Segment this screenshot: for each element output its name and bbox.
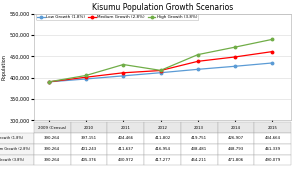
Low Growth (1.8%) [84,78,88,80]
Low Growth (1.8%) [159,72,162,74]
Line: High Growth (3.8%): High Growth (3.8%) [47,38,274,83]
Low Growth (1.8%) [47,81,51,83]
Medium Growth (2.8%) [121,72,125,74]
Medium Growth (2.8%) [271,51,274,53]
Line: Low Growth (1.8%): Low Growth (1.8%) [47,62,274,83]
High Growth (3.8%) [196,54,200,56]
High Growth (3.8%) [233,46,237,48]
High Growth (3.8%) [121,63,125,66]
Legend: Low Growth (1.8%), Medium Growth (2.8%), High Growth (3.8%): Low Growth (1.8%), Medium Growth (2.8%),… [36,14,198,20]
High Growth (3.8%) [47,81,51,83]
High Growth (3.8%) [271,38,274,40]
Line: Medium Growth (2.8%): Medium Growth (2.8%) [47,50,274,83]
High Growth (3.8%) [84,74,88,77]
Medium Growth (2.8%) [196,60,200,62]
Medium Growth (2.8%) [47,81,51,83]
High Growth (3.8%) [159,69,162,71]
Low Growth (1.8%) [196,68,200,70]
Medium Growth (2.8%) [159,69,162,72]
Y-axis label: Population: Population [1,54,7,80]
Title: Kisumu Population Growth Scenarios: Kisumu Population Growth Scenarios [92,3,233,12]
Low Growth (1.8%) [233,65,237,67]
Medium Growth (2.8%) [233,56,237,58]
Low Growth (1.8%) [121,75,125,77]
Medium Growth (2.8%) [84,76,88,78]
Low Growth (1.8%) [271,62,274,64]
